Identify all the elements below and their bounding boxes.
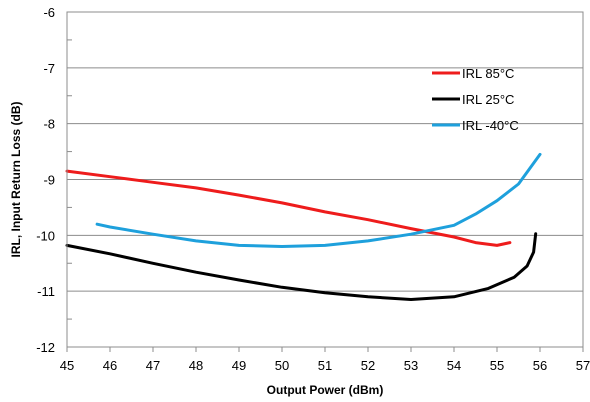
y-tick-label: -12 — [36, 340, 55, 355]
y-tick-label: -9 — [43, 173, 55, 188]
legend-label: IRL 25°C — [462, 92, 514, 107]
x-tick-label: 51 — [318, 358, 332, 373]
series-layer — [65, 152, 542, 301]
x-tick-label: 47 — [146, 358, 160, 373]
legend-label: IRL -40°C — [462, 118, 519, 133]
series-line-1 — [65, 232, 538, 301]
x-tick-label: 45 — [60, 358, 74, 373]
x-tick-label: 46 — [103, 358, 117, 373]
y-tick-label: -8 — [43, 117, 55, 132]
y-tick-label: -11 — [37, 284, 55, 299]
series-line-0 — [65, 169, 512, 247]
y-axis: -6 -7 -8 -9 -10 -11 -12 — [36, 5, 55, 355]
x-tick-label: 54 — [447, 358, 461, 373]
y-tick-label: -7 — [43, 61, 55, 76]
x-tick-label: 53 — [404, 358, 418, 373]
x-tick-label: 57 — [576, 358, 590, 373]
legend: IRL 85°C IRL 25°C IRL -40°C — [432, 66, 519, 133]
x-axis: 45 46 47 48 49 50 51 52 53 54 55 56 57 — [60, 358, 590, 373]
series-line-2 — [95, 152, 542, 248]
y-axis-title: IRL, Input Return Loss (dB) — [9, 102, 23, 258]
plot-frame — [66, 11, 584, 348]
x-tick-label: 56 — [533, 358, 547, 373]
legend-label: IRL 85°C — [462, 66, 514, 81]
x-tick-label: 50 — [275, 358, 289, 373]
x-tick-label: 49 — [232, 358, 246, 373]
x-axis-title: Output Power (dBm) — [267, 383, 384, 397]
x-tick-label: 52 — [361, 358, 375, 373]
x-tick-label: 48 — [189, 358, 203, 373]
y-tick-label: -6 — [43, 5, 55, 20]
y-tick-label: -10 — [36, 228, 55, 243]
x-tick-label: 55 — [490, 358, 504, 373]
